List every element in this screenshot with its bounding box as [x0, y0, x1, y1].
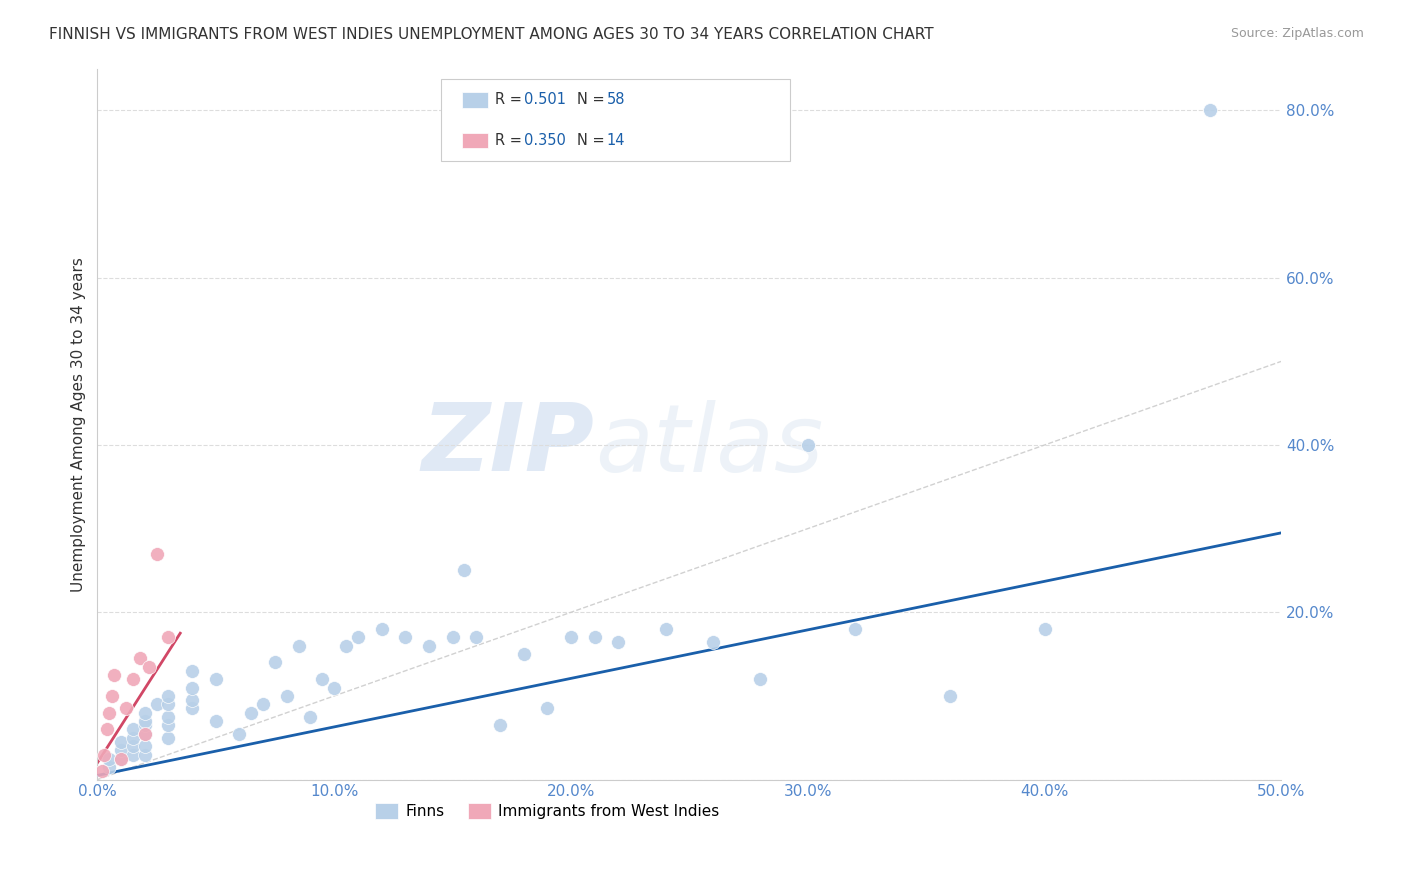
Point — [1199, 103, 1222, 118]
Point — [240, 706, 263, 720]
Point — [122, 747, 145, 762]
FancyBboxPatch shape — [463, 133, 488, 148]
Point — [394, 631, 416, 645]
Point — [134, 747, 156, 762]
Point — [134, 726, 156, 740]
Point — [145, 698, 167, 712]
Text: atlas: atlas — [595, 400, 823, 491]
Point — [287, 639, 309, 653]
Point — [114, 701, 136, 715]
Point — [607, 634, 630, 648]
Point — [138, 659, 160, 673]
Point — [536, 701, 558, 715]
Point — [702, 634, 724, 648]
Point — [797, 438, 820, 452]
Legend: Finns, Immigrants from West Indies: Finns, Immigrants from West Indies — [368, 797, 725, 825]
FancyBboxPatch shape — [463, 92, 488, 108]
Point — [939, 689, 962, 703]
Point — [134, 706, 156, 720]
Point — [134, 718, 156, 732]
Point — [96, 723, 118, 737]
Point — [465, 631, 488, 645]
Point — [134, 714, 156, 728]
Point — [110, 735, 132, 749]
Text: 0.501: 0.501 — [523, 92, 565, 107]
Point — [110, 743, 132, 757]
Point — [335, 639, 357, 653]
Point — [181, 664, 204, 678]
Y-axis label: Unemployment Among Ages 30 to 34 years: Unemployment Among Ages 30 to 34 years — [72, 257, 86, 591]
Text: R =: R = — [495, 133, 527, 148]
Point — [122, 672, 145, 686]
Point — [122, 739, 145, 753]
Point — [157, 689, 180, 703]
Point — [844, 622, 866, 636]
Text: 14: 14 — [606, 133, 626, 148]
Point — [157, 698, 180, 712]
Point — [654, 622, 676, 636]
Text: 58: 58 — [606, 92, 626, 107]
Point — [441, 631, 464, 645]
Point — [453, 564, 475, 578]
Point — [311, 672, 333, 686]
Point — [181, 693, 204, 707]
Text: FINNISH VS IMMIGRANTS FROM WEST INDIES UNEMPLOYMENT AMONG AGES 30 TO 34 YEARS CO: FINNISH VS IMMIGRANTS FROM WEST INDIES U… — [49, 27, 934, 42]
Point — [583, 631, 606, 645]
Point — [103, 668, 125, 682]
Text: N =: N = — [576, 92, 609, 107]
Point — [157, 731, 180, 745]
Text: Source: ZipAtlas.com: Source: ZipAtlas.com — [1230, 27, 1364, 40]
Point — [264, 656, 287, 670]
Point — [204, 714, 226, 728]
Point — [276, 689, 298, 703]
Point — [560, 631, 582, 645]
Point — [418, 639, 440, 653]
Point — [122, 723, 145, 737]
Point — [749, 672, 772, 686]
Point — [1033, 622, 1056, 636]
Point — [98, 752, 121, 766]
Text: ZIP: ZIP — [422, 400, 595, 491]
Point — [512, 647, 534, 661]
Point — [157, 718, 180, 732]
Text: 0.350: 0.350 — [523, 133, 565, 148]
Text: R =: R = — [495, 92, 527, 107]
Point — [157, 710, 180, 724]
Point — [145, 547, 167, 561]
Point — [252, 698, 274, 712]
Point — [370, 622, 392, 636]
Point — [181, 681, 204, 695]
Point — [299, 710, 322, 724]
Point — [228, 726, 250, 740]
Point — [100, 689, 122, 703]
Point — [110, 752, 132, 766]
Point — [110, 752, 132, 766]
FancyBboxPatch shape — [440, 79, 790, 161]
Point — [91, 764, 114, 779]
Point — [181, 701, 204, 715]
Point — [122, 731, 145, 745]
Point — [93, 747, 115, 762]
Point — [98, 760, 121, 774]
Point — [134, 726, 156, 740]
Point — [129, 651, 152, 665]
Point — [489, 718, 512, 732]
Point — [157, 631, 180, 645]
Point — [98, 706, 121, 720]
Text: N =: N = — [576, 133, 609, 148]
Point — [347, 631, 370, 645]
Point — [134, 739, 156, 753]
Point — [204, 672, 226, 686]
Point — [323, 681, 346, 695]
